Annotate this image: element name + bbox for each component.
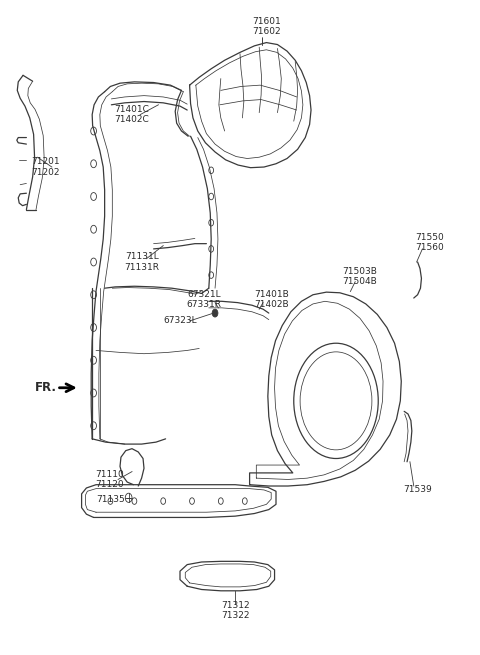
Text: 71131L
71131R: 71131L 71131R	[124, 252, 159, 272]
Text: 71110
71120: 71110 71120	[95, 470, 124, 489]
Text: FR.: FR.	[35, 381, 57, 394]
Text: 71503B
71504B: 71503B 71504B	[343, 267, 377, 286]
Text: 67321L
67331R: 67321L 67331R	[187, 290, 221, 309]
Text: 71401C
71402C: 71401C 71402C	[115, 105, 149, 124]
Text: 71312
71322: 71312 71322	[221, 601, 250, 620]
Text: 71601
71602: 71601 71602	[252, 16, 281, 36]
Text: 71550
71560: 71550 71560	[415, 233, 444, 252]
Text: 71401B
71402B: 71401B 71402B	[254, 290, 288, 309]
Circle shape	[212, 309, 218, 317]
Text: 71135: 71135	[96, 495, 125, 504]
Text: 71539: 71539	[403, 485, 432, 495]
Text: 67323L: 67323L	[163, 316, 197, 326]
Text: 71201
71202: 71201 71202	[31, 157, 60, 177]
